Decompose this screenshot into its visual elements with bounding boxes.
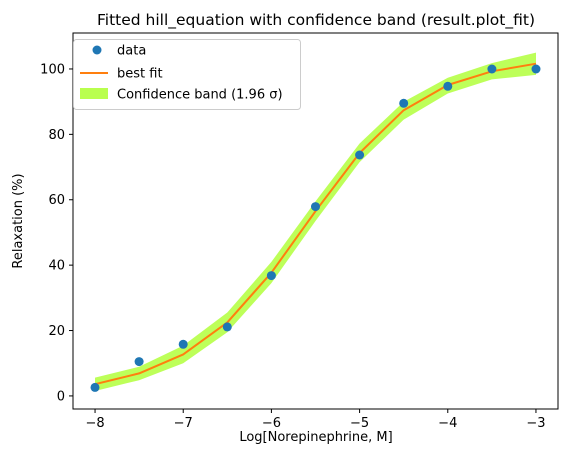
plot-area bbox=[90, 52, 541, 392]
data-point bbox=[487, 64, 497, 74]
x-tick-label: −7 bbox=[174, 416, 193, 431]
data-point bbox=[134, 357, 144, 367]
legend-label-band: Confidence band (1.96 σ) bbox=[117, 88, 283, 103]
y-tick-label: 20 bbox=[48, 324, 65, 339]
y-tick-label: 80 bbox=[48, 128, 65, 143]
data-point bbox=[266, 271, 276, 281]
data-point bbox=[531, 64, 541, 74]
y-tick-label: 100 bbox=[40, 62, 65, 77]
data-point bbox=[355, 150, 365, 160]
x-tick-label: −4 bbox=[438, 416, 457, 431]
legend-label-best-fit: best fit bbox=[117, 67, 163, 82]
y-tick-label: 60 bbox=[48, 193, 65, 208]
y-tick-label: 0 bbox=[57, 389, 65, 404]
x-tick-label: −5 bbox=[350, 416, 369, 431]
legend-marker-data bbox=[92, 45, 102, 55]
x-axis-label: Log[Norepinephrine, M] bbox=[239, 430, 392, 445]
data-point bbox=[311, 202, 320, 212]
data-point bbox=[399, 98, 409, 108]
x-tick-label: −6 bbox=[262, 416, 281, 431]
y-axis: 0 20 40 60 80 100 bbox=[40, 62, 73, 404]
x-axis: −8 −7 −6 −5 −4 −3 bbox=[85, 409, 546, 431]
y-axis-label: Relaxation (%) bbox=[11, 173, 26, 268]
data-point bbox=[222, 322, 232, 332]
plot-frame bbox=[72, 32, 559, 410]
x-tick-label: −8 bbox=[85, 416, 104, 431]
legend: data best fit Confidence band (1.96 σ) bbox=[73, 39, 301, 110]
best-fit-line bbox=[94, 62, 537, 386]
chart-title: Fitted hill_equation with confidence ban… bbox=[97, 11, 535, 30]
x-tick-label: −3 bbox=[526, 416, 545, 431]
data-point bbox=[90, 382, 100, 392]
data-point bbox=[178, 339, 188, 349]
legend-marker-band bbox=[80, 88, 108, 99]
legend-label-data: data bbox=[117, 44, 146, 59]
legend-frame bbox=[73, 39, 301, 110]
y-tick-label: 40 bbox=[48, 259, 65, 274]
data-point bbox=[443, 81, 453, 91]
